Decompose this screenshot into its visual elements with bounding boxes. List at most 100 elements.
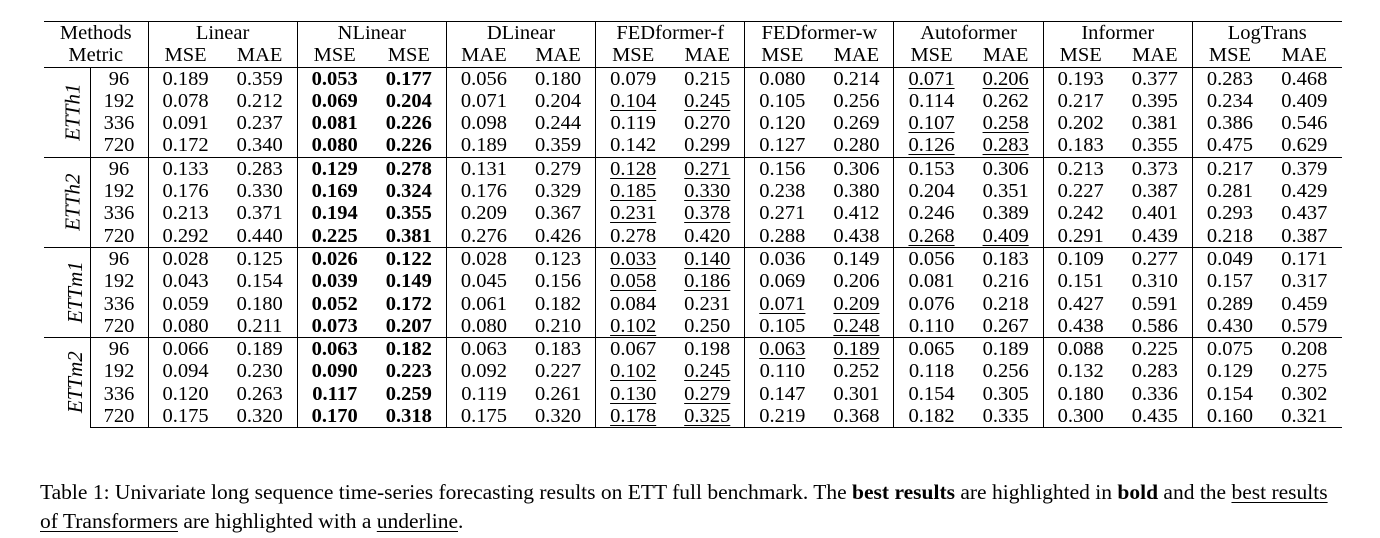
value-cell: 0.475 bbox=[1192, 134, 1267, 157]
value-text: 0.430 bbox=[1206, 314, 1253, 337]
value-cell: 0.459 bbox=[1267, 293, 1342, 315]
value-cell: 0.207 bbox=[371, 314, 447, 338]
value-cell: 0.176 bbox=[446, 180, 521, 202]
value-text: 0.277 bbox=[1131, 247, 1178, 270]
value-text: 0.094 bbox=[162, 360, 209, 383]
value-cell: 0.193 bbox=[1043, 67, 1118, 90]
value-cell: 0.288 bbox=[745, 225, 820, 248]
value-text: 0.475 bbox=[1206, 134, 1253, 157]
value-text: 0.211 bbox=[236, 314, 283, 337]
header-row-methods: Methods Linear NLinear DLinear FEDformer-f FE… bbox=[44, 21, 1342, 45]
table-row: ETTm1 96 0.028 0.125 0.026 0.122 0.028 0.123 0.0… bbox=[44, 246, 1342, 338]
value-cell: 0.122 bbox=[371, 246, 447, 271]
value-cell: 0.306 bbox=[819, 156, 895, 181]
value-cell: 0.427 bbox=[1043, 293, 1118, 315]
value-cell: 0.292 bbox=[148, 225, 223, 248]
value-cell: 0.430 bbox=[1192, 315, 1267, 338]
value-cell: 0.178 bbox=[595, 405, 671, 429]
value-cell: 0.183 bbox=[520, 337, 597, 361]
value-cell: 0.367 bbox=[520, 202, 597, 225]
value-text: 0.429 bbox=[1281, 180, 1328, 203]
table-row: 720 0.080 0.211 0.073 0.207 0.080 0.210 0.102 0.… bbox=[44, 314, 1342, 338]
metric-header: MAE bbox=[1266, 44, 1342, 68]
value-cell: 0.063 bbox=[446, 337, 521, 361]
table-row: 192 0.176 0.330 0.169 0.324 0.176 0.329 0.185 0.… bbox=[44, 180, 1342, 203]
value-cell: 0.206 bbox=[968, 67, 1044, 90]
value-text: 0.133 bbox=[162, 157, 209, 180]
value-cell: 0.223 bbox=[371, 360, 447, 383]
value-text: 0.098 bbox=[460, 112, 507, 135]
value-text: 0.076 bbox=[908, 292, 955, 315]
value-text: 0.377 bbox=[1131, 67, 1178, 90]
value-text: 0.182 bbox=[908, 405, 955, 428]
value-cell: 0.081 bbox=[894, 270, 969, 292]
value-text: 0.395 bbox=[1131, 89, 1178, 112]
value-text: 0.080 bbox=[311, 134, 358, 157]
value-text: 0.169 bbox=[311, 180, 358, 203]
value-text: 0.212 bbox=[236, 89, 283, 112]
value-text: 0.217 bbox=[1057, 89, 1104, 112]
value-cell: 0.052 bbox=[297, 293, 372, 315]
table-row: 336 0.213 0.371 0.194 0.355 0.209 0.367 0.231 0.… bbox=[44, 202, 1342, 225]
value-text: 0.281 bbox=[1206, 180, 1253, 203]
value-text: 0.172 bbox=[385, 292, 432, 315]
table-row: 336 0.059 0.180 0.052 0.172 0.061 0.182 0.084 0.… bbox=[44, 292, 1342, 315]
value-cell: 0.395 bbox=[1117, 89, 1193, 113]
value-cell: 0.142 bbox=[596, 134, 671, 157]
value-cell: 0.172 bbox=[148, 134, 223, 157]
caption-text: are highlighted with a bbox=[177, 509, 377, 533]
value-cell: 0.379 bbox=[1266, 156, 1342, 181]
value-text: 0.306 bbox=[982, 157, 1029, 180]
horizon-cell: 192 bbox=[90, 360, 149, 383]
value-text: 0.546 bbox=[1281, 112, 1328, 135]
value-text: 0.426 bbox=[534, 224, 582, 247]
value-cell: 0.629 bbox=[1267, 134, 1342, 157]
value-text: 0.219 bbox=[759, 405, 806, 428]
value-cell: 0.212 bbox=[222, 89, 298, 113]
model-header: NLinear bbox=[297, 21, 447, 45]
value-text: 0.125 bbox=[236, 247, 283, 270]
value-text: 0.301 bbox=[833, 382, 880, 405]
value-text: 0.256 bbox=[982, 360, 1029, 383]
caption-text: and the bbox=[1158, 480, 1232, 504]
value-cell: 0.028 bbox=[446, 246, 521, 271]
value-text: 0.206 bbox=[982, 67, 1029, 90]
value-text: 0.459 bbox=[1281, 292, 1328, 315]
metric-header: MAE bbox=[520, 44, 597, 68]
value-text: 0.283 bbox=[982, 134, 1029, 157]
value-cell: 0.127 bbox=[745, 134, 820, 157]
value-text: 0.105 bbox=[759, 314, 806, 337]
value-text: 0.071 bbox=[908, 67, 955, 90]
value-text: 0.381 bbox=[385, 224, 432, 247]
value-text: 0.379 bbox=[1281, 157, 1328, 180]
horizon-cell: 192 bbox=[90, 270, 149, 293]
value-text: 0.170 bbox=[311, 405, 358, 428]
value-text: 0.065 bbox=[908, 338, 955, 361]
value-text: 0.355 bbox=[385, 202, 432, 225]
value-text: 0.591 bbox=[1131, 292, 1178, 315]
value-text: 0.123 bbox=[534, 247, 582, 270]
value-cell: 0.283 bbox=[222, 156, 298, 181]
caption-text: Table 1: Univariate long sequence time-s… bbox=[40, 480, 853, 504]
value-text: 0.321 bbox=[1281, 405, 1328, 428]
value-cell: 0.063 bbox=[297, 337, 372, 361]
value-text: 0.214 bbox=[833, 67, 880, 90]
value-cell: 0.183 bbox=[1043, 134, 1118, 157]
value-cell: 0.209 bbox=[819, 292, 895, 315]
value-text: 0.389 bbox=[982, 202, 1029, 225]
value-text: 0.291 bbox=[1057, 224, 1104, 247]
value-cell: 0.246 bbox=[894, 202, 969, 224]
model-header: Informer bbox=[1043, 21, 1193, 45]
value-cell: 0.154 bbox=[1192, 383, 1267, 405]
value-cell: 0.245 bbox=[670, 89, 746, 113]
value-text: 0.468 bbox=[1281, 67, 1328, 90]
value-text: 0.157 bbox=[1206, 270, 1253, 293]
value-cell: 0.258 bbox=[968, 112, 1044, 135]
value-cell: 0.182 bbox=[893, 405, 969, 429]
value-text: 0.079 bbox=[610, 67, 657, 90]
value-text: 0.180 bbox=[236, 292, 283, 315]
value-cell: 0.216 bbox=[968, 270, 1044, 293]
value-cell: 0.128 bbox=[595, 156, 671, 181]
value-cell: 0.080 bbox=[446, 315, 521, 338]
metric-header: MAE bbox=[222, 44, 298, 68]
